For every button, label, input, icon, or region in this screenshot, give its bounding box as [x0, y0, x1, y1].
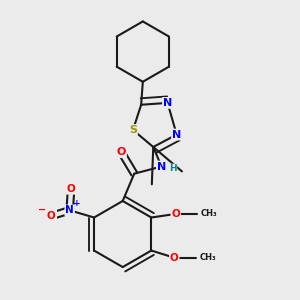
Text: H: H	[169, 164, 177, 173]
Text: N: N	[65, 205, 74, 215]
Text: +: +	[73, 199, 81, 208]
Text: S: S	[129, 125, 137, 135]
Text: CH₃: CH₃	[201, 209, 217, 218]
Text: O: O	[170, 253, 179, 263]
Text: N: N	[157, 161, 166, 172]
Text: O: O	[117, 147, 126, 157]
Text: CH₃: CH₃	[200, 253, 216, 262]
Text: O: O	[67, 184, 76, 194]
Text: N: N	[172, 130, 181, 140]
Text: O: O	[46, 211, 56, 221]
Text: O: O	[171, 209, 180, 219]
Text: −: −	[38, 205, 46, 215]
Text: N: N	[163, 98, 172, 108]
